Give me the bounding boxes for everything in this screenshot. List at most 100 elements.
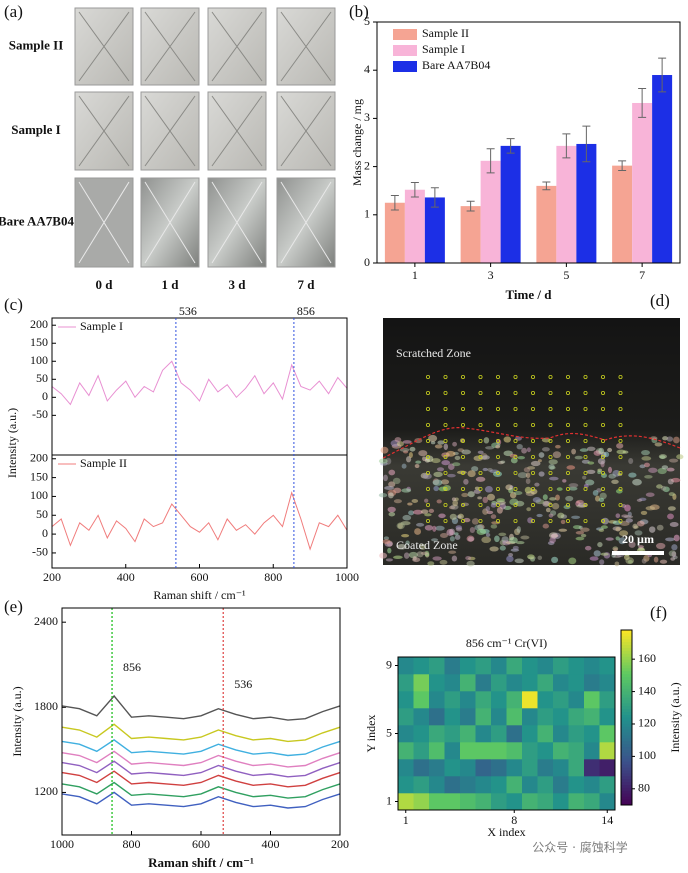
particle — [434, 444, 443, 449]
particle — [448, 550, 457, 554]
measure-point — [513, 438, 518, 443]
y-tick-label: 200 — [30, 317, 48, 331]
measure-point — [566, 502, 571, 507]
measure-point — [548, 486, 553, 491]
heat-cell — [584, 776, 600, 794]
measure-point — [601, 406, 606, 411]
bar — [404, 189, 425, 263]
heat-cell — [444, 759, 461, 777]
particle — [485, 506, 491, 512]
particle — [430, 441, 436, 445]
y-tick-label: 50 — [36, 371, 48, 385]
particle — [525, 472, 531, 479]
particle — [548, 532, 558, 539]
colorbar-tick-label: 140 — [638, 683, 656, 697]
particle — [441, 460, 451, 466]
particle — [597, 470, 602, 475]
heat-cell — [429, 674, 445, 692]
heat-cell — [460, 708, 476, 726]
y-tick-label: 100 — [30, 353, 48, 367]
particle — [568, 483, 579, 488]
particle — [612, 520, 622, 525]
spectrum-line — [61, 760, 341, 778]
particle — [428, 434, 438, 442]
particle — [538, 452, 545, 458]
particle — [541, 447, 550, 452]
measure-point — [443, 470, 448, 475]
colorbar-step — [621, 775, 632, 780]
particle — [506, 555, 514, 563]
colorbar-step — [621, 749, 632, 753]
heat-cell — [475, 657, 492, 675]
particle — [623, 515, 634, 519]
particle — [431, 538, 439, 542]
particle — [436, 467, 445, 472]
y-tick-label: 100 — [30, 488, 48, 502]
particle — [628, 457, 634, 465]
y-tick-label: 2 — [364, 158, 370, 172]
particle — [419, 543, 427, 550]
particle — [515, 541, 525, 545]
particle — [599, 492, 607, 500]
bar — [556, 145, 577, 263]
particle — [645, 492, 655, 497]
particle — [659, 559, 668, 564]
measure-point — [531, 390, 536, 395]
heat-cell — [444, 657, 461, 675]
heat-cell — [599, 742, 616, 760]
y-tick-label: 150 — [30, 335, 48, 349]
y-tick-label: 0 — [364, 255, 370, 269]
panel-label: (b) — [349, 2, 369, 21]
particle — [656, 524, 664, 531]
colorbar-step — [621, 781, 632, 785]
x-tick-label: 200 — [331, 837, 349, 851]
heat-cell — [506, 742, 523, 760]
particle — [658, 454, 667, 459]
measure-point — [495, 519, 500, 524]
colorbar-step — [621, 676, 632, 680]
particle — [496, 498, 505, 502]
particle — [420, 509, 429, 514]
heat-cell — [491, 759, 507, 777]
particle — [463, 478, 469, 485]
particle — [586, 446, 596, 451]
measure-point — [425, 374, 430, 379]
particle — [378, 458, 388, 464]
particle — [598, 497, 605, 503]
measure-point — [618, 374, 623, 379]
particle — [388, 469, 396, 476]
colorbar-step — [621, 656, 632, 660]
colorbar-step — [621, 802, 632, 806]
colorbar-step — [621, 740, 632, 745]
measure-point — [513, 486, 518, 491]
particle — [669, 521, 679, 528]
reference-label: 536 — [179, 304, 197, 318]
particle — [536, 513, 543, 518]
particle — [672, 555, 678, 560]
scribe-x — [78, 11, 130, 82]
heat-cell — [584, 742, 600, 760]
measure-point — [460, 422, 465, 427]
particle — [449, 536, 455, 542]
error-bar — [466, 200, 475, 212]
x-tick-label: 1000 — [335, 570, 359, 584]
colorbar-step — [621, 720, 632, 724]
heat-cell — [506, 725, 523, 743]
heat-cell — [599, 759, 616, 777]
measure-point — [618, 390, 623, 395]
panel-label: (a) — [4, 2, 23, 21]
particle — [382, 539, 391, 545]
particle — [487, 493, 495, 501]
measure-point — [478, 406, 483, 411]
particle — [505, 484, 513, 491]
heat-cell — [522, 793, 538, 811]
colorbar-tick-label: 160 — [638, 651, 656, 665]
error-bar — [506, 138, 515, 154]
spectrum-line — [61, 739, 341, 757]
measure-point — [566, 438, 571, 443]
heat-cell — [522, 657, 538, 675]
particle — [415, 460, 422, 464]
measure-point — [583, 519, 588, 524]
measure-point — [548, 374, 553, 379]
heat-cell — [537, 759, 554, 777]
